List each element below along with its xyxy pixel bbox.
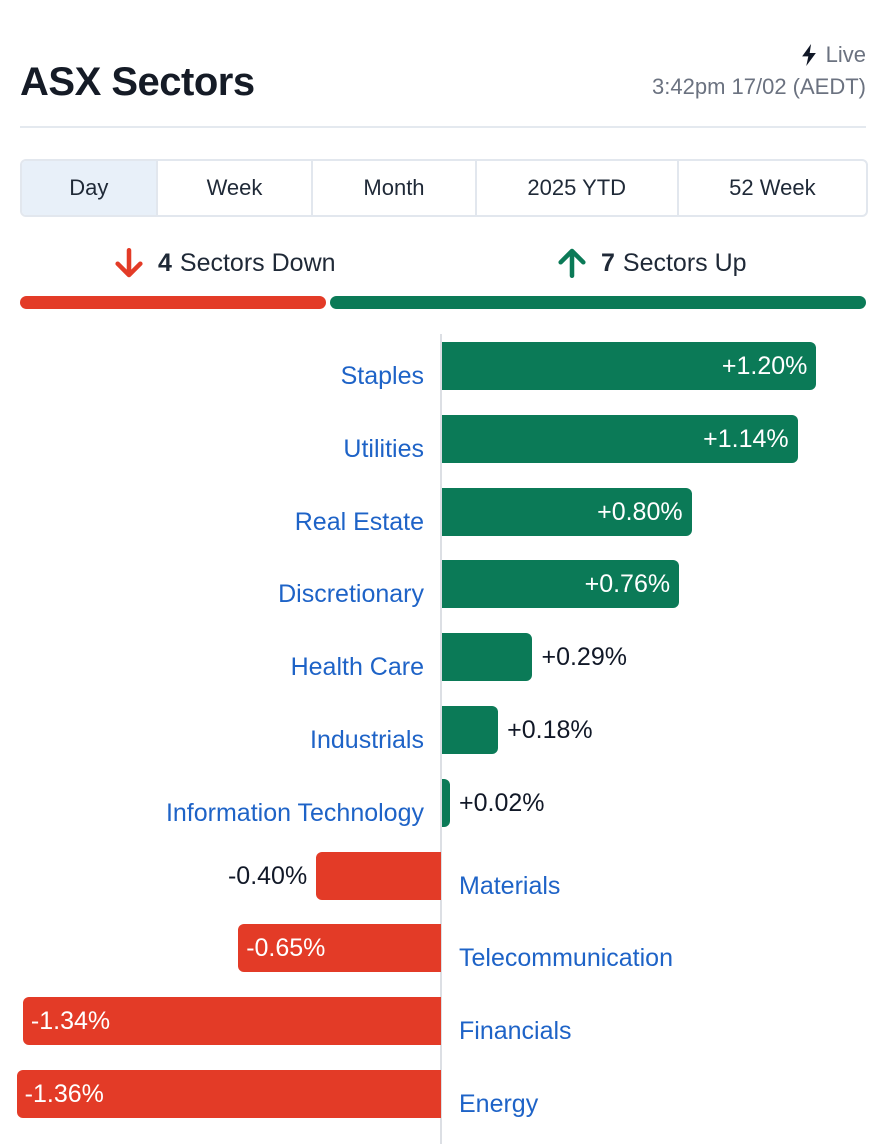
arrow-down-icon bbox=[115, 247, 143, 278]
bar-financials bbox=[22, 997, 441, 1046]
sectors-down-count: 4 bbox=[158, 248, 172, 277]
value-label-information-technology: +0.02% bbox=[459, 788, 545, 817]
tab-month[interactable]: Month bbox=[313, 161, 477, 215]
bar-telecommunication bbox=[238, 924, 441, 973]
sectors-down-summary: 4 Sectors Down bbox=[112, 246, 336, 280]
value-label-real-estate: +0.80% bbox=[597, 497, 683, 526]
sector-label-information-technology[interactable]: Information Technology bbox=[165, 798, 424, 827]
sector-label-health-care[interactable]: Health Care bbox=[290, 653, 424, 682]
bar-energy bbox=[16, 1070, 441, 1118]
value-label-energy: -1.36% bbox=[24, 1080, 104, 1108]
live-indicator: Live bbox=[800, 42, 866, 68]
value-label-utilities: +1.14% bbox=[703, 424, 789, 453]
live-label: Live bbox=[825, 42, 866, 67]
bar-utilities bbox=[442, 414, 798, 463]
bar-real-estate bbox=[442, 487, 692, 536]
timestamp: 3:42pm 17/02 (AEDT) bbox=[652, 74, 866, 99]
sector-label-energy[interactable]: Energy bbox=[459, 1090, 539, 1118]
value-label-staples: +1.20% bbox=[721, 352, 808, 380]
sector-label-discretionary[interactable]: Discretionary bbox=[278, 580, 424, 609]
bar-industrials bbox=[442, 706, 499, 754]
page-title: ASX Sectors bbox=[20, 60, 255, 104]
sector-label-staples[interactable]: Staples bbox=[340, 362, 424, 390]
bar-discretionary bbox=[442, 560, 680, 609]
sector-label-real-estate[interactable]: Real Estate bbox=[294, 507, 424, 536]
sector-label-industrials[interactable]: Industrials bbox=[310, 726, 424, 754]
value-label-health-care: +0.29% bbox=[541, 643, 627, 672]
value-label-telecommunication: -0.65% bbox=[246, 934, 326, 963]
lightning-bolt-icon bbox=[801, 44, 816, 66]
value-label-discretionary: +0.76% bbox=[584, 570, 671, 599]
sector-label-materials[interactable]: Materials bbox=[459, 871, 561, 900]
period-tabs: Day Week Month 2025 YTD 52 Week bbox=[20, 159, 868, 217]
sectors-down-label: Sectors Down bbox=[179, 248, 336, 277]
tab-2025-ytd[interactable]: 2025 YTD bbox=[477, 161, 679, 215]
sector-summary: 4 Sectors Down 7 Sectors Up bbox=[20, 240, 866, 309]
tab-52-week[interactable]: 52 Week bbox=[729, 175, 816, 200]
sector-bar-chart: Staples +1.20% Utilities +1.14% Real Estate +… bbox=[0, 330, 886, 1144]
sector-label-financials[interactable]: Financials bbox=[459, 1017, 572, 1046]
value-label-industrials: +0.18% bbox=[507, 716, 593, 744]
bar-information-technology bbox=[442, 778, 450, 827]
zero-axis-line bbox=[440, 334, 442, 1144]
value-label-materials: -0.40% bbox=[227, 861, 308, 890]
sectors-up-count: 7 bbox=[601, 248, 615, 277]
tab-week[interactable]: Week bbox=[158, 161, 314, 215]
sector-label-telecommunication[interactable]: Telecommunication bbox=[459, 944, 673, 973]
value-label-financials: -1.34% bbox=[30, 1007, 111, 1036]
bar-staples bbox=[442, 342, 817, 390]
sectors-up-label: Sectors Up bbox=[622, 248, 747, 277]
tab-day[interactable]: Day bbox=[22, 161, 158, 215]
header: ASX Sectors Live 3:42pm 17/02 (AEDT) bbox=[20, 0, 866, 128]
arrow-up-icon bbox=[558, 248, 586, 279]
bar-materials bbox=[316, 851, 441, 900]
sectors-up-summary: 7 Sectors Up bbox=[555, 246, 747, 280]
sector-label-utilities[interactable]: Utilities bbox=[343, 434, 424, 463]
sectors-up-bar bbox=[330, 296, 866, 309]
sectors-down-bar bbox=[20, 296, 326, 309]
bar-health-care bbox=[442, 633, 533, 682]
